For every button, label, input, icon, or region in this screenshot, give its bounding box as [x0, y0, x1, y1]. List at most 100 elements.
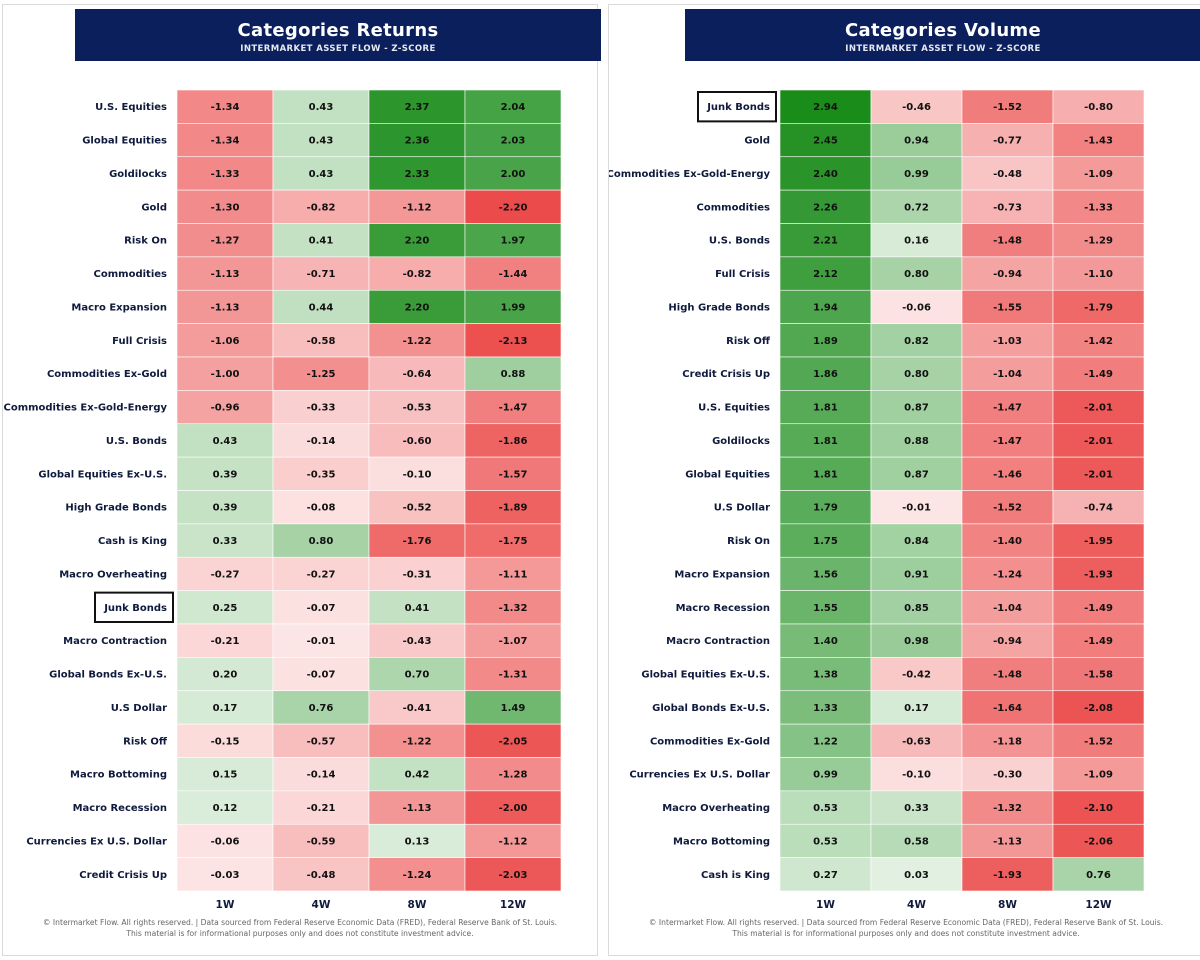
heatmap-cell	[961, 456, 1054, 491]
heatmap-cell	[368, 390, 466, 425]
volume-heatmap: Junk Bonds 2.94 -0.46 -1.52 -0.80 Gold 2.45 0.9…	[609, 89, 1145, 911]
cell-value: 0.80	[309, 536, 334, 547]
heatmap-cell	[272, 523, 370, 558]
cell-value: -1.13	[403, 803, 432, 814]
row-label: Macro Expansion	[71, 302, 167, 313]
cell-value: 1.49	[501, 703, 526, 714]
heatmap-cell	[272, 256, 370, 291]
cell-value: 1.81	[813, 469, 838, 480]
row-label: Risk On	[124, 236, 167, 247]
cell-value: 0.39	[213, 503, 238, 514]
cell-value: -1.89	[499, 503, 528, 514]
volume-title: Categories Volume	[844, 20, 1042, 41]
heatmap-cell	[272, 390, 370, 425]
column-label: 12W	[500, 899, 527, 911]
heatmap-cell	[176, 156, 274, 191]
heatmap-cell	[464, 223, 562, 258]
row-label: Credit Crisis Up	[682, 369, 770, 380]
heatmap-cell	[464, 790, 562, 825]
cell-value: 0.43	[309, 102, 334, 113]
heatmap-cell	[779, 657, 872, 692]
heatmap-cell	[176, 256, 274, 291]
cell-value: -1.04	[993, 369, 1022, 380]
row-label: Currencies Ex U.S. Dollar	[629, 770, 770, 781]
row-label: Commodities	[94, 269, 167, 280]
cell-value: 1.22	[813, 736, 838, 747]
returns-subtitle: INTERMARKET ASSET FLOW - Z-SCORE	[240, 44, 436, 54]
row-label: U.S. Equities	[95, 102, 167, 113]
heatmap-cell	[1052, 556, 1145, 591]
cell-value: 1.81	[813, 403, 838, 414]
cell-value: -1.33	[1084, 202, 1113, 213]
row-label: Currencies Ex U.S. Dollar	[26, 836, 167, 847]
heatmap-cell	[368, 423, 466, 458]
row-label: Goldilocks	[712, 436, 770, 447]
heatmap-cell	[1052, 790, 1145, 825]
heatmap-cell	[464, 156, 562, 191]
row-label: Macro Overheating	[59, 569, 167, 580]
cell-value: -1.24	[993, 569, 1022, 580]
highlight-box	[697, 91, 777, 123]
heatmap-cell	[368, 590, 466, 625]
row-label: Macro Contraction	[63, 636, 167, 647]
heatmap-cell	[870, 89, 963, 124]
heatmap-cell	[176, 623, 274, 658]
heatmap-cell	[779, 123, 872, 158]
cell-value: -0.14	[307, 770, 336, 781]
cell-value: 0.91	[904, 569, 929, 580]
cell-value: -1.57	[499, 469, 528, 480]
column-label: 8W	[408, 899, 427, 911]
heatmap-cell	[961, 823, 1054, 858]
cell-value: 0.72	[904, 202, 929, 213]
row-label: Macro Recession	[676, 603, 770, 614]
row-label: Full Crisis	[112, 336, 167, 347]
heatmap-cell	[1052, 523, 1145, 558]
heatmap-cell	[961, 657, 1054, 692]
heatmap-cell	[464, 289, 562, 324]
cell-value: 0.43	[309, 169, 334, 180]
cell-value: 0.88	[904, 436, 929, 447]
heatmap-cell	[1052, 423, 1145, 458]
cell-value: 1.75	[813, 536, 838, 547]
cell-value: 2.20	[405, 236, 430, 247]
heatmap-cell	[1052, 390, 1145, 425]
row-label: High Grade Bonds	[668, 302, 770, 313]
heatmap-cell	[272, 223, 370, 258]
column-label: 8W	[998, 899, 1017, 911]
cell-value: 0.03	[904, 870, 929, 881]
cell-value: -2.01	[1084, 436, 1113, 447]
cell-value: -0.82	[307, 202, 336, 213]
cell-value: 1.33	[813, 703, 838, 714]
cell-value: -0.82	[403, 269, 432, 280]
row-label: U.S Dollar	[111, 703, 167, 714]
heatmap-cell	[870, 757, 963, 792]
row-label: Risk On	[727, 536, 770, 547]
cell-value: -0.42	[902, 670, 931, 681]
cell-value: 1.99	[501, 302, 526, 313]
volume-header: Categories Volume INTERMARKET ASSET FLOW…	[685, 9, 1200, 61]
cell-value: -1.75	[499, 536, 528, 547]
row-label: Commodities	[697, 202, 770, 213]
heatmap-cell	[961, 490, 1054, 525]
cell-value: -0.33	[307, 403, 336, 414]
returns-title: Categories Returns	[237, 20, 439, 41]
cell-value: -1.29	[1084, 236, 1113, 247]
heatmap-cell	[870, 123, 963, 158]
heatmap-cell	[272, 189, 370, 224]
cell-value: -1.13	[211, 302, 240, 313]
heatmap-cell	[1052, 123, 1145, 158]
heatmap-cell	[961, 723, 1054, 758]
heatmap-cell	[272, 723, 370, 758]
row-label: Global Equities Ex-U.S.	[641, 670, 770, 681]
row-label: Macro Recession	[73, 803, 167, 814]
heatmap-cell	[870, 390, 963, 425]
cell-value: 0.25	[213, 603, 238, 614]
cell-value: -1.48	[993, 236, 1022, 247]
cell-value: -1.03	[993, 336, 1022, 347]
heatmap-cell	[870, 456, 963, 491]
heatmap-cell	[176, 89, 274, 124]
cell-value: -0.41	[403, 703, 432, 714]
cell-value: -1.64	[993, 703, 1022, 714]
cell-value: -1.06	[211, 336, 240, 347]
cell-value: -0.48	[307, 870, 336, 881]
